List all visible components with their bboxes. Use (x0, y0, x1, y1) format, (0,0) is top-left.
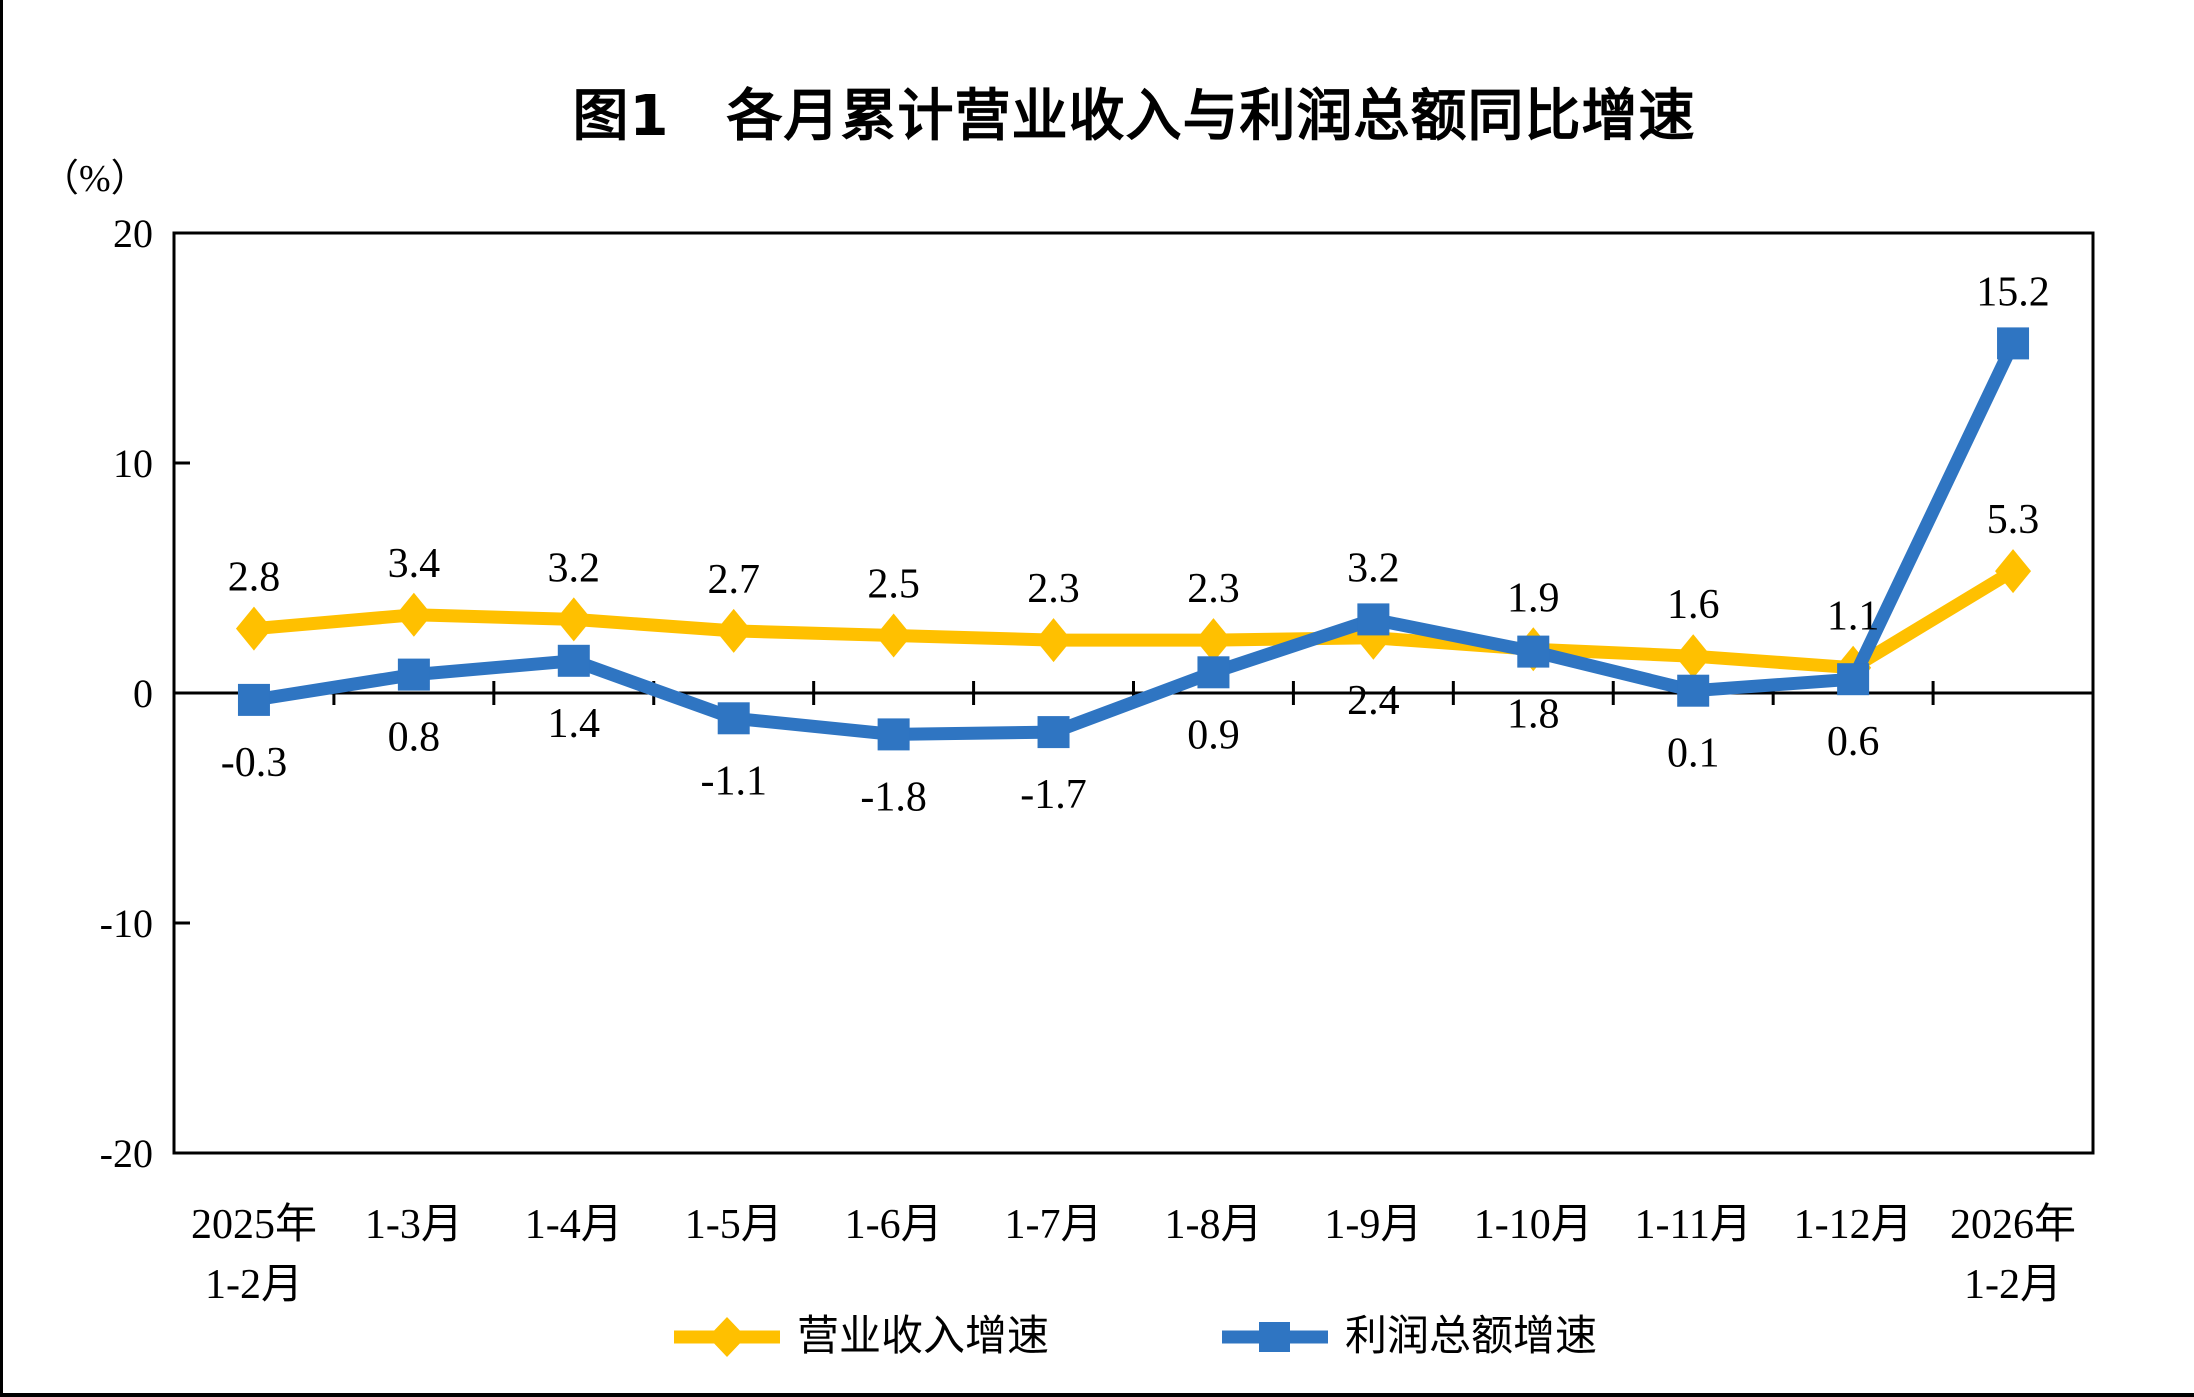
profit-data-label: 0.1 (1667, 731, 1720, 777)
revenue-data-label: 3.4 (388, 541, 441, 587)
revenue-diamond-marker-icon (1995, 549, 2032, 594)
profit-square-marker-icon (1517, 635, 1550, 668)
profit-data-label: 3.2 (1347, 545, 1400, 591)
profit-data-label: -1.1 (700, 758, 767, 804)
revenue-data-label: 2.8 (228, 555, 281, 601)
legend-label-profit: 利润总额增速 (1345, 1314, 1598, 1360)
profit-data-label: -0.3 (221, 740, 288, 786)
profit-data-label: 0.8 (388, 715, 441, 761)
profit-square-marker-icon (1677, 674, 1710, 707)
y-axis-unit-label: （%） (41, 158, 149, 200)
x-axis-category-label: 2026年 1-2月 (1950, 1201, 2076, 1308)
profit-square-marker-icon (1037, 716, 1070, 749)
legend-item-profit: 利润总额增速 (1219, 1315, 1597, 1359)
revenue-diamond-marker-icon (707, 1317, 746, 1357)
legend-item-revenue: 营业收入增速 (671, 1315, 1049, 1359)
y-axis-tick-label: 0 (133, 671, 153, 716)
revenue-diamond-marker-icon (555, 597, 592, 642)
revenue-legend-swatch (673, 1317, 780, 1357)
x-axis-category-label: 1-6月 (845, 1202, 943, 1248)
legend-label-revenue: 营业收入增速 (796, 1314, 1049, 1360)
profit-data-label: -1.8 (860, 774, 927, 820)
revenue-diamond-marker-icon (1195, 618, 1232, 663)
profit-square-marker-icon (1259, 1322, 1290, 1352)
revenue-data-label: 2.5 (867, 562, 920, 608)
revenue-data-label: 1.6 (1667, 582, 1720, 628)
profit-square-marker-icon (1357, 603, 1390, 636)
x-axis-category-label: 1-4月 (525, 1202, 623, 1248)
revenue-data-label: 2.7 (707, 557, 760, 603)
chart-title: 图1 各月累计营业收入与利润总额同比增速 (572, 84, 1696, 149)
profit-data-label: 0.9 (1187, 712, 1240, 758)
profit-data-label: 15.2 (1976, 269, 2050, 315)
revenue-data-label: 5.3 (1987, 497, 2040, 543)
revenue-diamond-marker-icon (715, 608, 752, 653)
profit-square-marker-icon (877, 718, 910, 751)
revenue-data-label: 2.3 (1027, 566, 1080, 612)
x-axis-category-label: 1-10月 (1474, 1202, 1593, 1248)
revenue-diamond-marker-icon (875, 613, 912, 658)
revenue-data-label: 2.4 (1347, 678, 1400, 724)
revenue-data-label: 1.9 (1507, 575, 1560, 621)
revenue-series-line (247, 564, 2020, 675)
x-axis-category-label: 1-5月 (685, 1202, 783, 1248)
revenue-diamond-marker-icon (235, 606, 272, 651)
y-axis-tick-label: -10 (100, 901, 153, 946)
revenue-data-label: 2.3 (1187, 566, 1240, 612)
profit-legend-swatch (1222, 1322, 1328, 1352)
profit-square-marker-icon (1197, 656, 1230, 689)
profit-square-marker-icon (557, 644, 590, 677)
revenue-diamond-marker-icon (1035, 618, 1072, 663)
profit-data-label: 0.6 (1827, 719, 1880, 765)
x-axis-category-label: 1-9月 (1324, 1202, 1422, 1248)
y-axis-tick-label: 10 (113, 441, 153, 486)
y-axis-tick-label: -20 (100, 1131, 153, 1176)
profit-square-marker-icon (717, 702, 750, 735)
x-axis-category-label: 1-3月 (365, 1202, 463, 1248)
revenue-diamond-marker-icon (1675, 634, 1712, 679)
x-axis-category-label: 2025年 1-2月 (191, 1201, 317, 1308)
x-axis-category-label: 1-12月 (1794, 1202, 1913, 1248)
y-axis-tick-label: 20 (113, 211, 153, 256)
profit-square-marker-icon (1837, 663, 1870, 696)
profit-data-label: -1.7 (1020, 772, 1087, 818)
profit-square-marker-icon (1997, 327, 2030, 360)
line-chart-plot-area: 20 10 0 -10 -20 2025年 1-2月 1-3月 1-4月 1-5月 1-6月 1-7月… (100, 211, 2095, 1308)
profit-square-marker-icon (237, 683, 270, 716)
revenue-diamond-marker-icon (395, 592, 432, 637)
x-axis-category-label: 1-7月 (1005, 1202, 1103, 1248)
x-axis-category-label: 1-11月 (1634, 1202, 1751, 1248)
revenue-data-label: 1.1 (1827, 594, 1880, 640)
x-axis-category-label: 1-8月 (1164, 1202, 1262, 1248)
legend: 营业收入增速 利润总额增速 (175, 1302, 2093, 1372)
profit-series-line (247, 336, 2020, 741)
revenue-data-label: 3.2 (548, 545, 601, 591)
profit-data-label: 1.4 (548, 701, 601, 747)
profit-data-label: 1.8 (1507, 692, 1560, 738)
profit-square-marker-icon (397, 658, 430, 691)
